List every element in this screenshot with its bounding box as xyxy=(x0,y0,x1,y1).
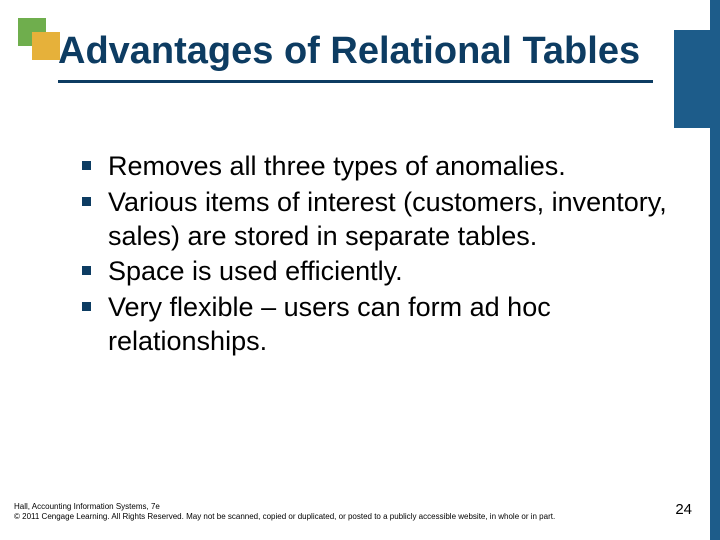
title-side-accent xyxy=(674,30,720,128)
list-item: Removes all three types of anomalies. xyxy=(82,150,672,184)
decor-square-amber xyxy=(32,32,60,60)
slide: Advantages of Relational Tables Removes … xyxy=(0,0,720,540)
footer-line-2: © 2011 Cengage Learning. All Rights Rese… xyxy=(14,512,654,522)
footer-line-1: Hall, Accounting Information Systems, 7e xyxy=(14,502,654,512)
list-item: Space is used efficiently. xyxy=(82,255,672,289)
page-title: Advantages of Relational Tables xyxy=(58,30,653,74)
list-item: Very flexible – users can form ad hoc re… xyxy=(82,291,672,359)
bullet-list: Removes all three types of anomalies. Va… xyxy=(82,150,672,359)
page-number: 24 xyxy=(675,501,692,518)
footer: Hall, Accounting Information Systems, 7e… xyxy=(14,502,654,522)
list-item: Various items of interest (customers, in… xyxy=(82,186,672,254)
title-block: Advantages of Relational Tables xyxy=(58,30,653,83)
content-area: Removes all three types of anomalies. Va… xyxy=(82,150,672,361)
